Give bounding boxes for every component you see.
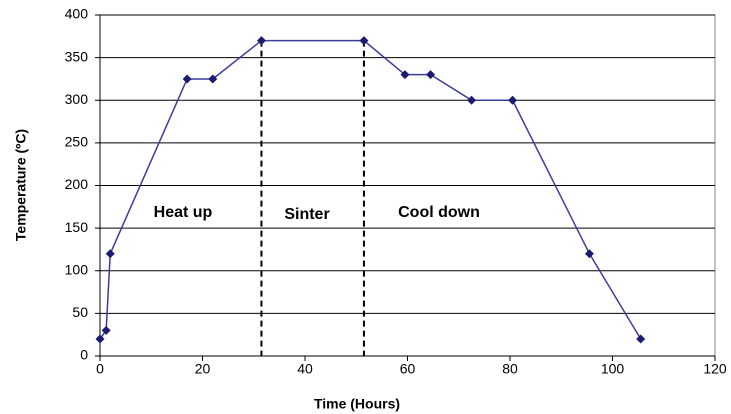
data-point <box>467 95 477 105</box>
annotation: Sinter <box>284 206 329 223</box>
data-point <box>426 70 436 80</box>
data-point <box>95 334 105 344</box>
x-axis-label: Time (Hours) <box>314 396 400 412</box>
data-point <box>208 74 218 84</box>
y-tick-label: 400 <box>65 6 89 22</box>
data-point <box>182 74 192 84</box>
y-tick-label: 250 <box>65 134 89 150</box>
y-tick-label: 100 <box>65 261 89 277</box>
y-axis-label: Temperature (ºC) <box>13 129 29 241</box>
y-tick-label: 50 <box>72 304 88 320</box>
annotation: Cool down <box>398 204 480 221</box>
y-tick-label: 300 <box>65 91 89 107</box>
y-tick-label: 150 <box>65 219 89 235</box>
data-point <box>101 325 111 335</box>
annotation: Heat up <box>154 204 213 221</box>
data-point <box>256 36 266 46</box>
y-tick-label: 350 <box>65 48 89 64</box>
x-tick-label: 0 <box>96 361 104 377</box>
data-point <box>400 70 410 80</box>
x-tick-label: 40 <box>297 361 313 377</box>
x-tick-label: 120 <box>703 361 727 377</box>
y-tick-label: 200 <box>65 176 89 192</box>
x-tick-label: 20 <box>195 361 211 377</box>
data-point <box>636 334 646 344</box>
data-point <box>508 95 518 105</box>
x-tick-label: 60 <box>400 361 416 377</box>
x-tick-label: 80 <box>502 361 518 377</box>
y-tick-label: 0 <box>80 347 88 363</box>
data-point <box>359 36 369 46</box>
x-tick-label: 100 <box>601 361 625 377</box>
data-point <box>584 249 594 259</box>
data-point <box>105 249 115 259</box>
data-line <box>99 39 642 340</box>
